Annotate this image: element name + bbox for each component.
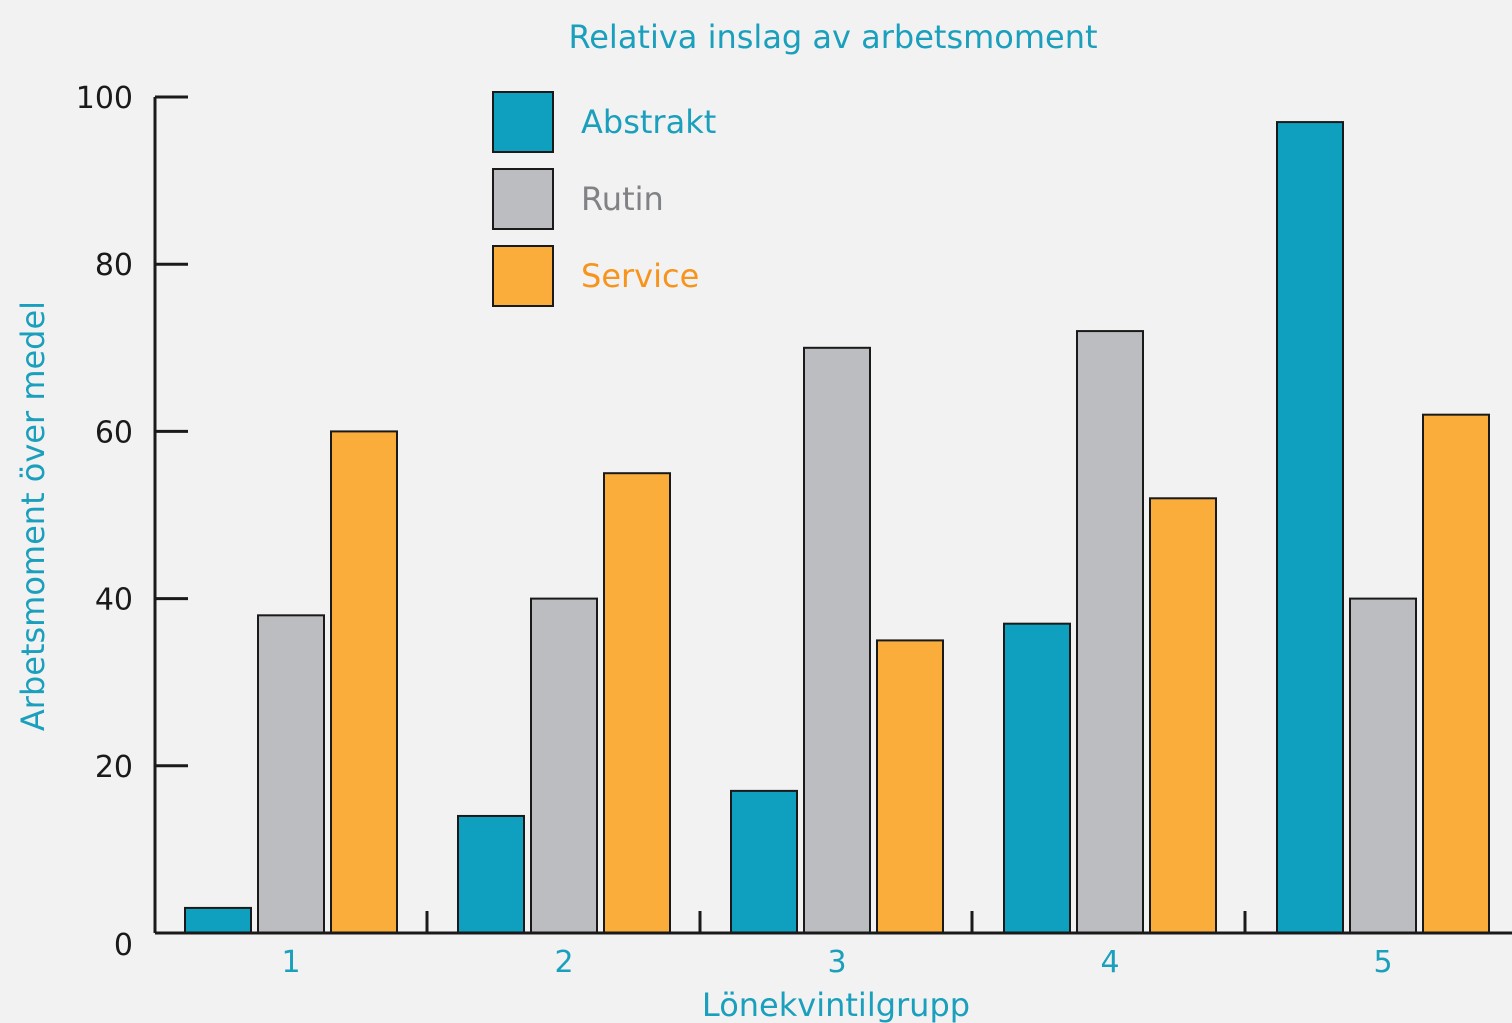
bar-rutin-4 <box>1076 330 1144 934</box>
bar-service-4 <box>1149 497 1217 934</box>
y-tick-label-80: 80 <box>95 248 133 283</box>
y-tick-label-40: 40 <box>95 583 133 618</box>
bar-service-3 <box>876 639 944 935</box>
x-tick-label-4: 4 <box>1100 945 1119 980</box>
chart-title: Relativa inslag av arbetsmoment <box>568 18 1097 56</box>
bar-abstrakt-1 <box>184 906 252 934</box>
bar-service-5 <box>1422 413 1490 934</box>
y-tick-label-20: 20 <box>95 750 133 785</box>
bar-rutin-2 <box>530 597 598 934</box>
bar-service-2 <box>603 472 671 934</box>
bars-group <box>184 121 1490 935</box>
legend-label-service: Service <box>581 257 699 295</box>
bar-abstrakt-3 <box>730 789 798 934</box>
x-tick-label-1: 1 <box>281 945 300 980</box>
legend-swatch-rutin <box>492 168 554 230</box>
bar-abstrakt-2 <box>457 814 525 935</box>
x-tick-label-5: 5 <box>1373 945 1392 980</box>
bar-abstrakt-4 <box>1003 622 1071 934</box>
bar-rutin-1 <box>257 614 325 934</box>
y-tick-label-60: 60 <box>95 415 133 450</box>
x-axis-label: Lönekvintilgrupp <box>702 986 970 1023</box>
axes-group: 0 20 40 60 80 100 1 2 3 4 5 <box>76 81 1512 980</box>
bar-rutin-3 <box>803 346 871 934</box>
x-tick-label-2: 2 <box>554 945 573 980</box>
legend-label-rutin: Rutin <box>581 180 664 218</box>
bar-service-1 <box>330 430 398 934</box>
legend-label-abstrakt: Abstrakt <box>581 103 716 141</box>
y-tick-label-0: 0 <box>114 928 133 963</box>
legend-swatch-abstrakt <box>492 91 554 153</box>
x-tick-label-3: 3 <box>827 945 846 980</box>
bar-rutin-5 <box>1349 597 1417 934</box>
y-tick-label-100: 100 <box>76 81 133 116</box>
bar-abstrakt-5 <box>1276 121 1344 934</box>
legend-swatch-service <box>492 245 554 307</box>
y-axis-label: Arbetsmoment över medel <box>14 301 52 731</box>
legend: Abstrakt Rutin Service <box>492 91 716 307</box>
